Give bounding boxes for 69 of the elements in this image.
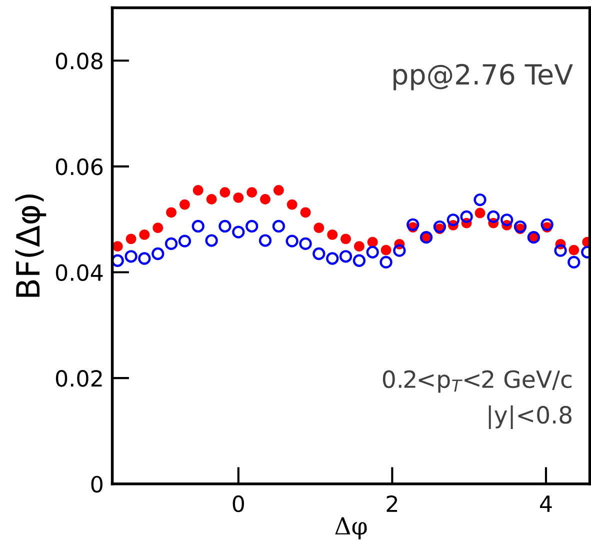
- point: [178, 234, 192, 248]
- point: [205, 234, 218, 247]
- point: [272, 220, 286, 233]
- point: [312, 247, 326, 260]
- point: [166, 207, 176, 218]
- x-axis-title: Δφ: [335, 517, 367, 540]
- point: [327, 229, 338, 240]
- point: [180, 199, 190, 210]
- point: [112, 241, 123, 252]
- point: [352, 254, 366, 267]
- point: [218, 220, 232, 233]
- y-tick-label: 0.08: [56, 52, 102, 70]
- point: [540, 218, 554, 231]
- x-tick-label: 0: [232, 495, 244, 512]
- point: [124, 250, 138, 263]
- point: [339, 250, 352, 263]
- y-axis-title: BF(Δφ): [15, 194, 46, 297]
- point: [500, 214, 514, 226]
- point: [340, 234, 351, 244]
- point: [273, 185, 284, 196]
- point: [260, 194, 270, 204]
- point: [568, 244, 580, 256]
- point: [246, 187, 258, 198]
- point: [286, 199, 298, 210]
- annotation: 0.2<p$_{T}$<2 GeV/c: [382, 370, 572, 393]
- point: [286, 234, 298, 248]
- point: [367, 236, 378, 248]
- point: [300, 207, 311, 218]
- point: [366, 246, 379, 258]
- point: [474, 193, 486, 206]
- point: [152, 247, 164, 260]
- point: [487, 210, 500, 224]
- point: [299, 237, 312, 250]
- point: [164, 237, 178, 250]
- annotation: |y|<0.8: [488, 405, 572, 430]
- point: [380, 244, 392, 256]
- point: [126, 234, 136, 244]
- point: [568, 256, 580, 269]
- annotation: pp@2.76 TeV: [394, 64, 573, 90]
- point: [354, 241, 364, 252]
- point: [514, 220, 527, 234]
- x-tick-label: 2: [386, 495, 398, 512]
- point: [380, 256, 392, 269]
- point: [446, 214, 460, 226]
- point: [112, 254, 124, 267]
- y-tick-label: 0: [91, 476, 102, 493]
- point: [474, 208, 486, 218]
- point: [192, 185, 204, 196]
- point: [554, 244, 567, 257]
- point: [233, 192, 244, 203]
- y-tick-label: 0.04: [56, 264, 103, 282]
- y-tick-label: 0.06: [56, 158, 103, 176]
- point: [258, 234, 272, 247]
- point: [314, 222, 324, 234]
- y-tick-label: 0.02: [56, 370, 102, 387]
- point: [152, 222, 164, 234]
- x-tick-label: 4: [540, 496, 552, 512]
- point: [433, 220, 446, 234]
- point: [192, 220, 204, 233]
- point: [139, 229, 150, 240]
- point: [206, 194, 217, 204]
- point: [326, 252, 339, 265]
- point: [393, 244, 406, 257]
- point: [220, 187, 230, 198]
- point: [406, 218, 420, 231]
- point: [460, 210, 473, 224]
- point: [232, 226, 245, 238]
- point: [138, 252, 151, 265]
- point: [246, 220, 258, 233]
